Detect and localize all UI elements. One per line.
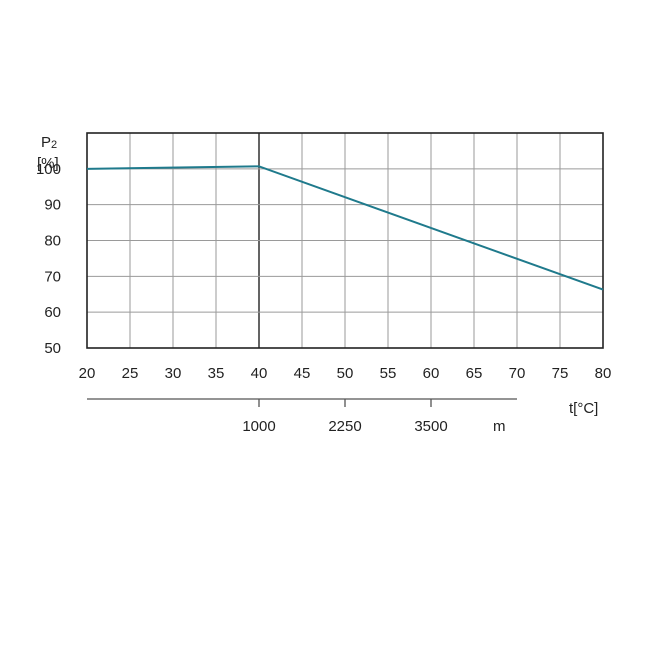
x-tick-label: 30: [165, 365, 182, 382]
altitude-tick-labels: 1000 2250 3500: [242, 399, 448, 435]
y-tick-labels: 50 60 70 80 90 100: [36, 161, 61, 357]
altitude-tick-label: 3500: [414, 418, 447, 435]
y-tick-label: 70: [44, 268, 61, 285]
x-tick-label: 55: [380, 365, 397, 382]
x-tick-label: 50: [337, 365, 354, 382]
plot-frame: [86, 132, 604, 349]
x-tick-label: 75: [552, 365, 569, 382]
x-tick-label: 60: [423, 365, 440, 382]
x-tick-labels: 20 25 30 35 40 45 50 55 60 65 70 75 80: [79, 365, 612, 382]
x-tick-label: 25: [122, 365, 139, 382]
x-tick-label: 65: [466, 365, 483, 382]
x-tick-label: 80: [595, 365, 612, 382]
y-axis-unit: [%]: [37, 155, 59, 172]
y-tick-label: 90: [44, 197, 61, 214]
altitude-tick-label: 1000: [242, 418, 275, 435]
power-derating-line: [86, 165, 604, 291]
x-tick-label: 70: [509, 365, 526, 382]
x-tick-label: 35: [208, 365, 225, 382]
y-tick-label: 50: [44, 340, 61, 357]
x-tick-label: 20: [79, 365, 96, 382]
x-tick-label: 40: [251, 365, 268, 382]
y-axis-subscript: 2: [51, 139, 57, 151]
y-tick-label: 80: [44, 233, 61, 250]
x-tick-label: 45: [294, 365, 311, 382]
x-axis-label: t[°C]: [569, 400, 598, 417]
altitude-tick-label: 2250: [328, 418, 361, 435]
y-tick-label: 60: [44, 304, 61, 321]
altitude-unit: m: [493, 418, 506, 435]
grid: [87, 133, 603, 348]
y-axis-symbol: P: [41, 134, 51, 151]
y-tick-label: 100: [36, 161, 61, 178]
y-axis-label: P2: [41, 134, 57, 151]
